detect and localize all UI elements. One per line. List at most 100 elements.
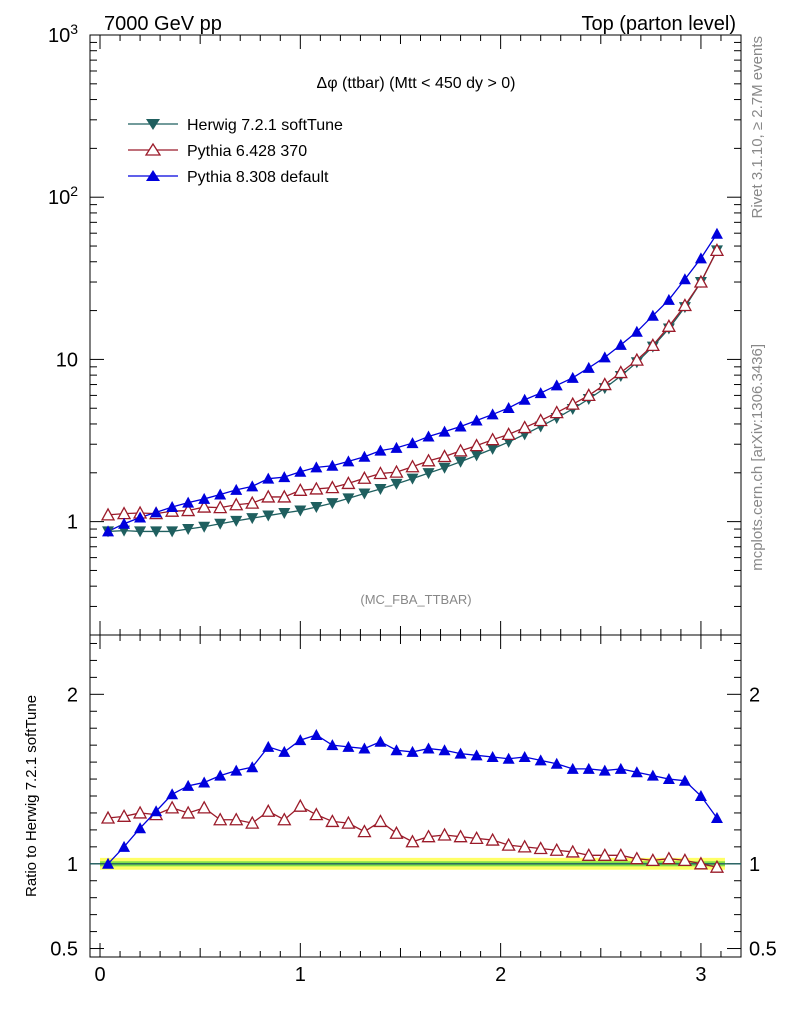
main-point-pythia8: [342, 455, 355, 467]
main-point-pythia8: [454, 420, 467, 432]
main-point-pythia6: [613, 365, 628, 379]
ratio-y-tick-label-left: 1: [67, 854, 78, 876]
ratio-point-pythia6: [389, 825, 404, 839]
legend-label-herwig: Herwig 7.2.1 softTune: [187, 117, 343, 134]
main-point-pythia8: [534, 387, 547, 399]
ratio-point-pythia8: [534, 754, 547, 766]
main-point-herwig: [422, 468, 435, 480]
side-mcplots-label: mcplots.cern.ch [arXiv:1306.3436]: [749, 344, 766, 571]
ratio-point-pythia8: [374, 735, 387, 747]
ratio-point-pythia6: [357, 824, 372, 838]
main-point-pythia8: [662, 293, 675, 305]
main-point-herwig: [486, 443, 499, 455]
ratio-point-pythia8: [278, 745, 291, 757]
ratio-point-pythia8: [166, 788, 179, 800]
main-point-pythia8: [678, 273, 691, 285]
ratio-point-pythia6: [533, 841, 548, 855]
main-point-pythia6: [597, 377, 612, 391]
ratio-point-pythia6: [501, 837, 516, 851]
ratio-point-pythia6: [181, 805, 196, 819]
ratio-point-pythia6: [421, 829, 436, 843]
legend-label-pythia8: Pythia 8.308 default: [187, 169, 329, 186]
main-point-pythia6: [261, 489, 276, 503]
main-point-pythia8: [102, 525, 115, 537]
main-point-pythia6: [517, 420, 532, 434]
main-point-pythia6: [213, 500, 228, 514]
main-point-pythia8: [422, 430, 435, 442]
main-point-herwig: [310, 502, 323, 514]
ratio-point-pythia6: [453, 829, 468, 843]
ratio-point-pythia8: [710, 812, 723, 824]
main-point-pythia8: [470, 414, 483, 426]
main-point-herwig: [294, 505, 307, 517]
legend-entry-herwig: Herwig 7.2.1 softTune: [128, 117, 343, 134]
main-point-pythia6: [437, 449, 452, 463]
ratio-point-pythia8: [390, 744, 403, 756]
ratio-point-pythia6: [677, 853, 693, 867]
ratio-point-pythia6: [693, 856, 709, 870]
main-point-pythia6: [581, 388, 596, 402]
side-rivet-label: Rivet 3.1.10, ≥ 2.7M events: [749, 36, 766, 219]
legend-label-pythia6: Pythia 6.428 370: [187, 143, 307, 160]
main-point-herwig: [390, 478, 403, 490]
ratio-point-pythia6: [485, 832, 500, 846]
main-point-pythia8: [294, 465, 307, 477]
ratio-point-pythia8: [614, 762, 627, 774]
ratio-point-pythia6: [309, 807, 324, 821]
ratio-point-pythia6: [116, 808, 132, 822]
main-point-pythia6: [405, 459, 420, 473]
main-point-pythia8: [230, 483, 243, 495]
main-y-tick-label: 102: [48, 183, 78, 209]
ratio-point-pythia8: [214, 769, 227, 781]
main-point-herwig: [406, 473, 419, 485]
main-point-pythia6: [661, 318, 676, 332]
ratio-point-pythia6: [261, 803, 276, 817]
main-point-pythia8: [646, 309, 659, 321]
ratio-y-tick-label-left: 0.5: [50, 939, 78, 961]
ratio-point-pythia8: [694, 790, 707, 801]
ratio-point-pythia8: [134, 822, 147, 834]
main-point-pythia8: [358, 450, 371, 462]
x-tick-label: 2: [495, 964, 506, 986]
main-point-pythia6: [389, 464, 404, 478]
main-point-pythia8: [326, 459, 339, 471]
legend: Herwig 7.2.1 softTune Pythia 6.428 370 P…: [128, 117, 343, 186]
main-point-herwig: [198, 521, 211, 533]
main-point-pythia6: [645, 338, 660, 352]
main-point-herwig: [134, 526, 147, 538]
ratio-point-pythia6: [245, 815, 260, 829]
main-point-pythia8: [598, 351, 611, 363]
main-point-pythia8: [374, 444, 387, 456]
ratio-y-tick-label-left: 2: [67, 684, 78, 706]
ratio-ylabel: Ratio to Herwig 7.2.1 softTune: [23, 695, 40, 897]
main-point-pythia6: [549, 405, 564, 419]
ratio-point-pythia8: [662, 773, 675, 785]
main-point-herwig: [182, 524, 195, 536]
main-point-herwig: [438, 462, 451, 474]
ratio-point-pythia8: [118, 840, 131, 852]
main-point-pythia6: [373, 466, 388, 480]
ratio-point-pythia8: [566, 762, 579, 774]
ratio-point-pythia6: [597, 847, 612, 861]
main-point-pythia8: [406, 437, 419, 449]
ratio-plot-ticks: 0.5 0.5 1 1 2 2 0 1 2 3: [50, 635, 777, 986]
main-point-pythia6: [325, 480, 340, 494]
main-point-pythia8: [118, 517, 131, 529]
main-point-pythia8: [278, 471, 291, 483]
ratio-point-pythia8: [486, 751, 499, 763]
legend-entry-pythia8: Pythia 8.308 default: [128, 169, 329, 186]
main-plot-title: Δφ (ttbar) (Mtt < 450 dy > 0): [317, 75, 516, 92]
main-point-herwig: [358, 488, 371, 500]
ratio-point-pythia8: [550, 757, 563, 769]
ratio-point-pythia8: [310, 728, 323, 740]
ratio-point-pythia8: [678, 774, 691, 786]
ratio-point-pythia6: [405, 834, 420, 848]
ratio-point-pythia8: [358, 742, 371, 754]
main-point-pythia6: [277, 489, 292, 503]
ratio-plot-frame: [89, 634, 742, 958]
ratio-y-tick-label-right: 1: [749, 854, 760, 876]
main-point-pythia6: [453, 443, 468, 457]
main-point-herwig: [278, 508, 291, 520]
main-point-herwig: [246, 513, 259, 525]
main-point-herwig: [150, 526, 163, 538]
